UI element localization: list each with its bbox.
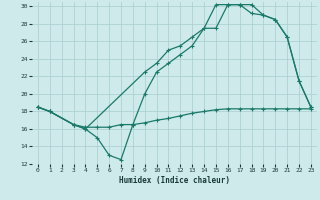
X-axis label: Humidex (Indice chaleur): Humidex (Indice chaleur) bbox=[119, 176, 230, 185]
